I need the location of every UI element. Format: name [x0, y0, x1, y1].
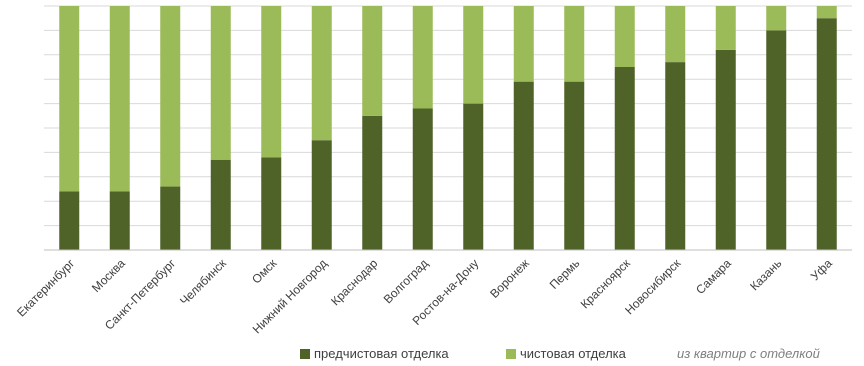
- bar-series-0-13: [715, 49, 736, 250]
- bar-series-0-9: [513, 81, 534, 250]
- legend-label-series-1: чистовая отделка: [520, 346, 626, 361]
- bar-series-0-12: [665, 62, 686, 251]
- x-tick-label: Екатеринбург: [14, 256, 78, 320]
- legend-item-series-0: предчистовая отделка: [300, 346, 449, 361]
- x-tick-label: Москва: [89, 256, 128, 295]
- bar-series-0-3: [210, 159, 231, 250]
- x-tick-label: Самара: [693, 256, 734, 297]
- bar-series-1-2: [160, 6, 181, 187]
- bar-series-1-13: [715, 6, 736, 50]
- bar-series-0-10: [564, 81, 585, 250]
- x-tick-label: Казань: [747, 256, 784, 293]
- bar-series-1-1: [109, 6, 130, 192]
- bar-series-1-15: [816, 6, 837, 19]
- bar-series-1-5: [311, 6, 332, 141]
- bar-series-0-11: [614, 67, 635, 250]
- bars-group: [59, 6, 837, 251]
- x-tick-label: Челябинск: [177, 256, 229, 308]
- x-tick-label: Красноярск: [578, 256, 634, 312]
- chart-canvas: Екатеринбург МоскваСанкт-ПетербургЧелябин…: [14, 5, 852, 337]
- bar-series-0-1: [109, 191, 130, 250]
- x-tick-label: Уфа: [808, 256, 835, 283]
- bar-series-1-8: [463, 6, 484, 104]
- legend-item-series-1: чистовая отделка: [506, 346, 626, 361]
- x-tick-label: Волгоград: [381, 256, 431, 306]
- bar-series-1-11: [614, 6, 635, 67]
- bar-series-0-2: [160, 186, 181, 250]
- bar-series-0-15: [816, 18, 837, 251]
- x-tick-label: Пермь: [547, 256, 583, 292]
- bar-series-0-7: [412, 108, 433, 250]
- legend: предчистовая отделка чистовая отделка из…: [0, 346, 864, 366]
- bar-series-0-14: [766, 30, 787, 251]
- bar-series-1-12: [665, 6, 686, 63]
- x-tick-label: Воронеж: [487, 256, 532, 301]
- x-tick-labels: Екатеринбург МоскваСанкт-ПетербургЧелябин…: [14, 256, 835, 337]
- bar-series-1-9: [513, 6, 534, 82]
- bar-series-0-4: [261, 157, 282, 250]
- bar-series-0-8: [463, 103, 484, 250]
- bar-series-1-10: [564, 6, 585, 82]
- bar-series-1-3: [210, 6, 231, 160]
- chart-note: из квартир с отделкой: [677, 346, 820, 361]
- bar-series-1-6: [362, 6, 383, 116]
- x-tick-label: Омск: [249, 256, 280, 287]
- bar-series-0-0: [59, 191, 80, 250]
- legend-swatch-series-1: [506, 348, 516, 359]
- bar-series-1-7: [412, 6, 433, 109]
- x-tick-label: Краснодар: [328, 256, 380, 308]
- bar-series-1-0: [59, 6, 80, 192]
- bar-series-0-5: [311, 140, 332, 250]
- legend-swatch-series-0: [300, 348, 310, 359]
- legend-label-series-0: предчистовая отделка: [314, 346, 449, 361]
- bar-series-0-6: [362, 115, 383, 250]
- bar-series-1-14: [766, 6, 787, 31]
- bar-series-1-4: [261, 6, 282, 158]
